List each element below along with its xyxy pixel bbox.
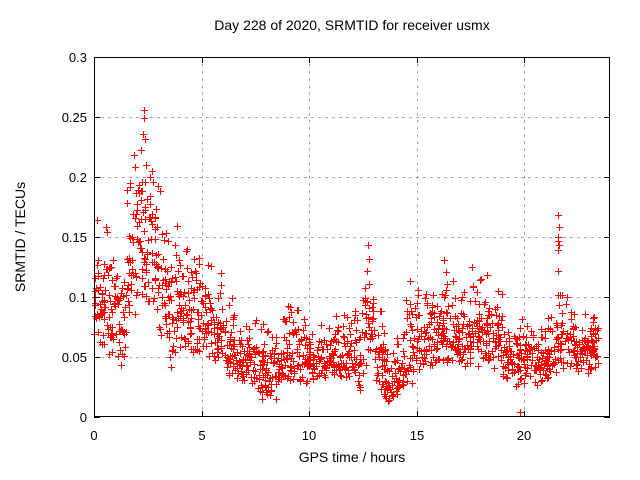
x-tick-label: 15 bbox=[409, 428, 425, 443]
axis-ticks bbox=[94, 57, 610, 418]
y-tick-label: 0.3 bbox=[68, 50, 87, 65]
x-tick-label: 0 bbox=[90, 428, 98, 443]
y-tick-label: 0 bbox=[79, 410, 87, 425]
grid-lines bbox=[94, 57, 610, 417]
x-axis-label: GPS time / hours bbox=[298, 449, 406, 465]
y-tick-label: 0.25 bbox=[61, 110, 87, 125]
y-tick-label: 0.1 bbox=[68, 290, 87, 305]
y-tick-label: 0.05 bbox=[61, 350, 87, 365]
x-tick-label: 5 bbox=[198, 428, 206, 443]
chart-title: Day 228 of 2020, SRMTID for receiver usm… bbox=[214, 17, 490, 33]
y-tick-label: 0.2 bbox=[68, 170, 87, 185]
x-tick-label: 20 bbox=[516, 428, 532, 443]
scatter-points bbox=[91, 107, 602, 416]
y-tick-label: 0.15 bbox=[61, 230, 87, 245]
x-tick-label: 10 bbox=[301, 428, 317, 443]
